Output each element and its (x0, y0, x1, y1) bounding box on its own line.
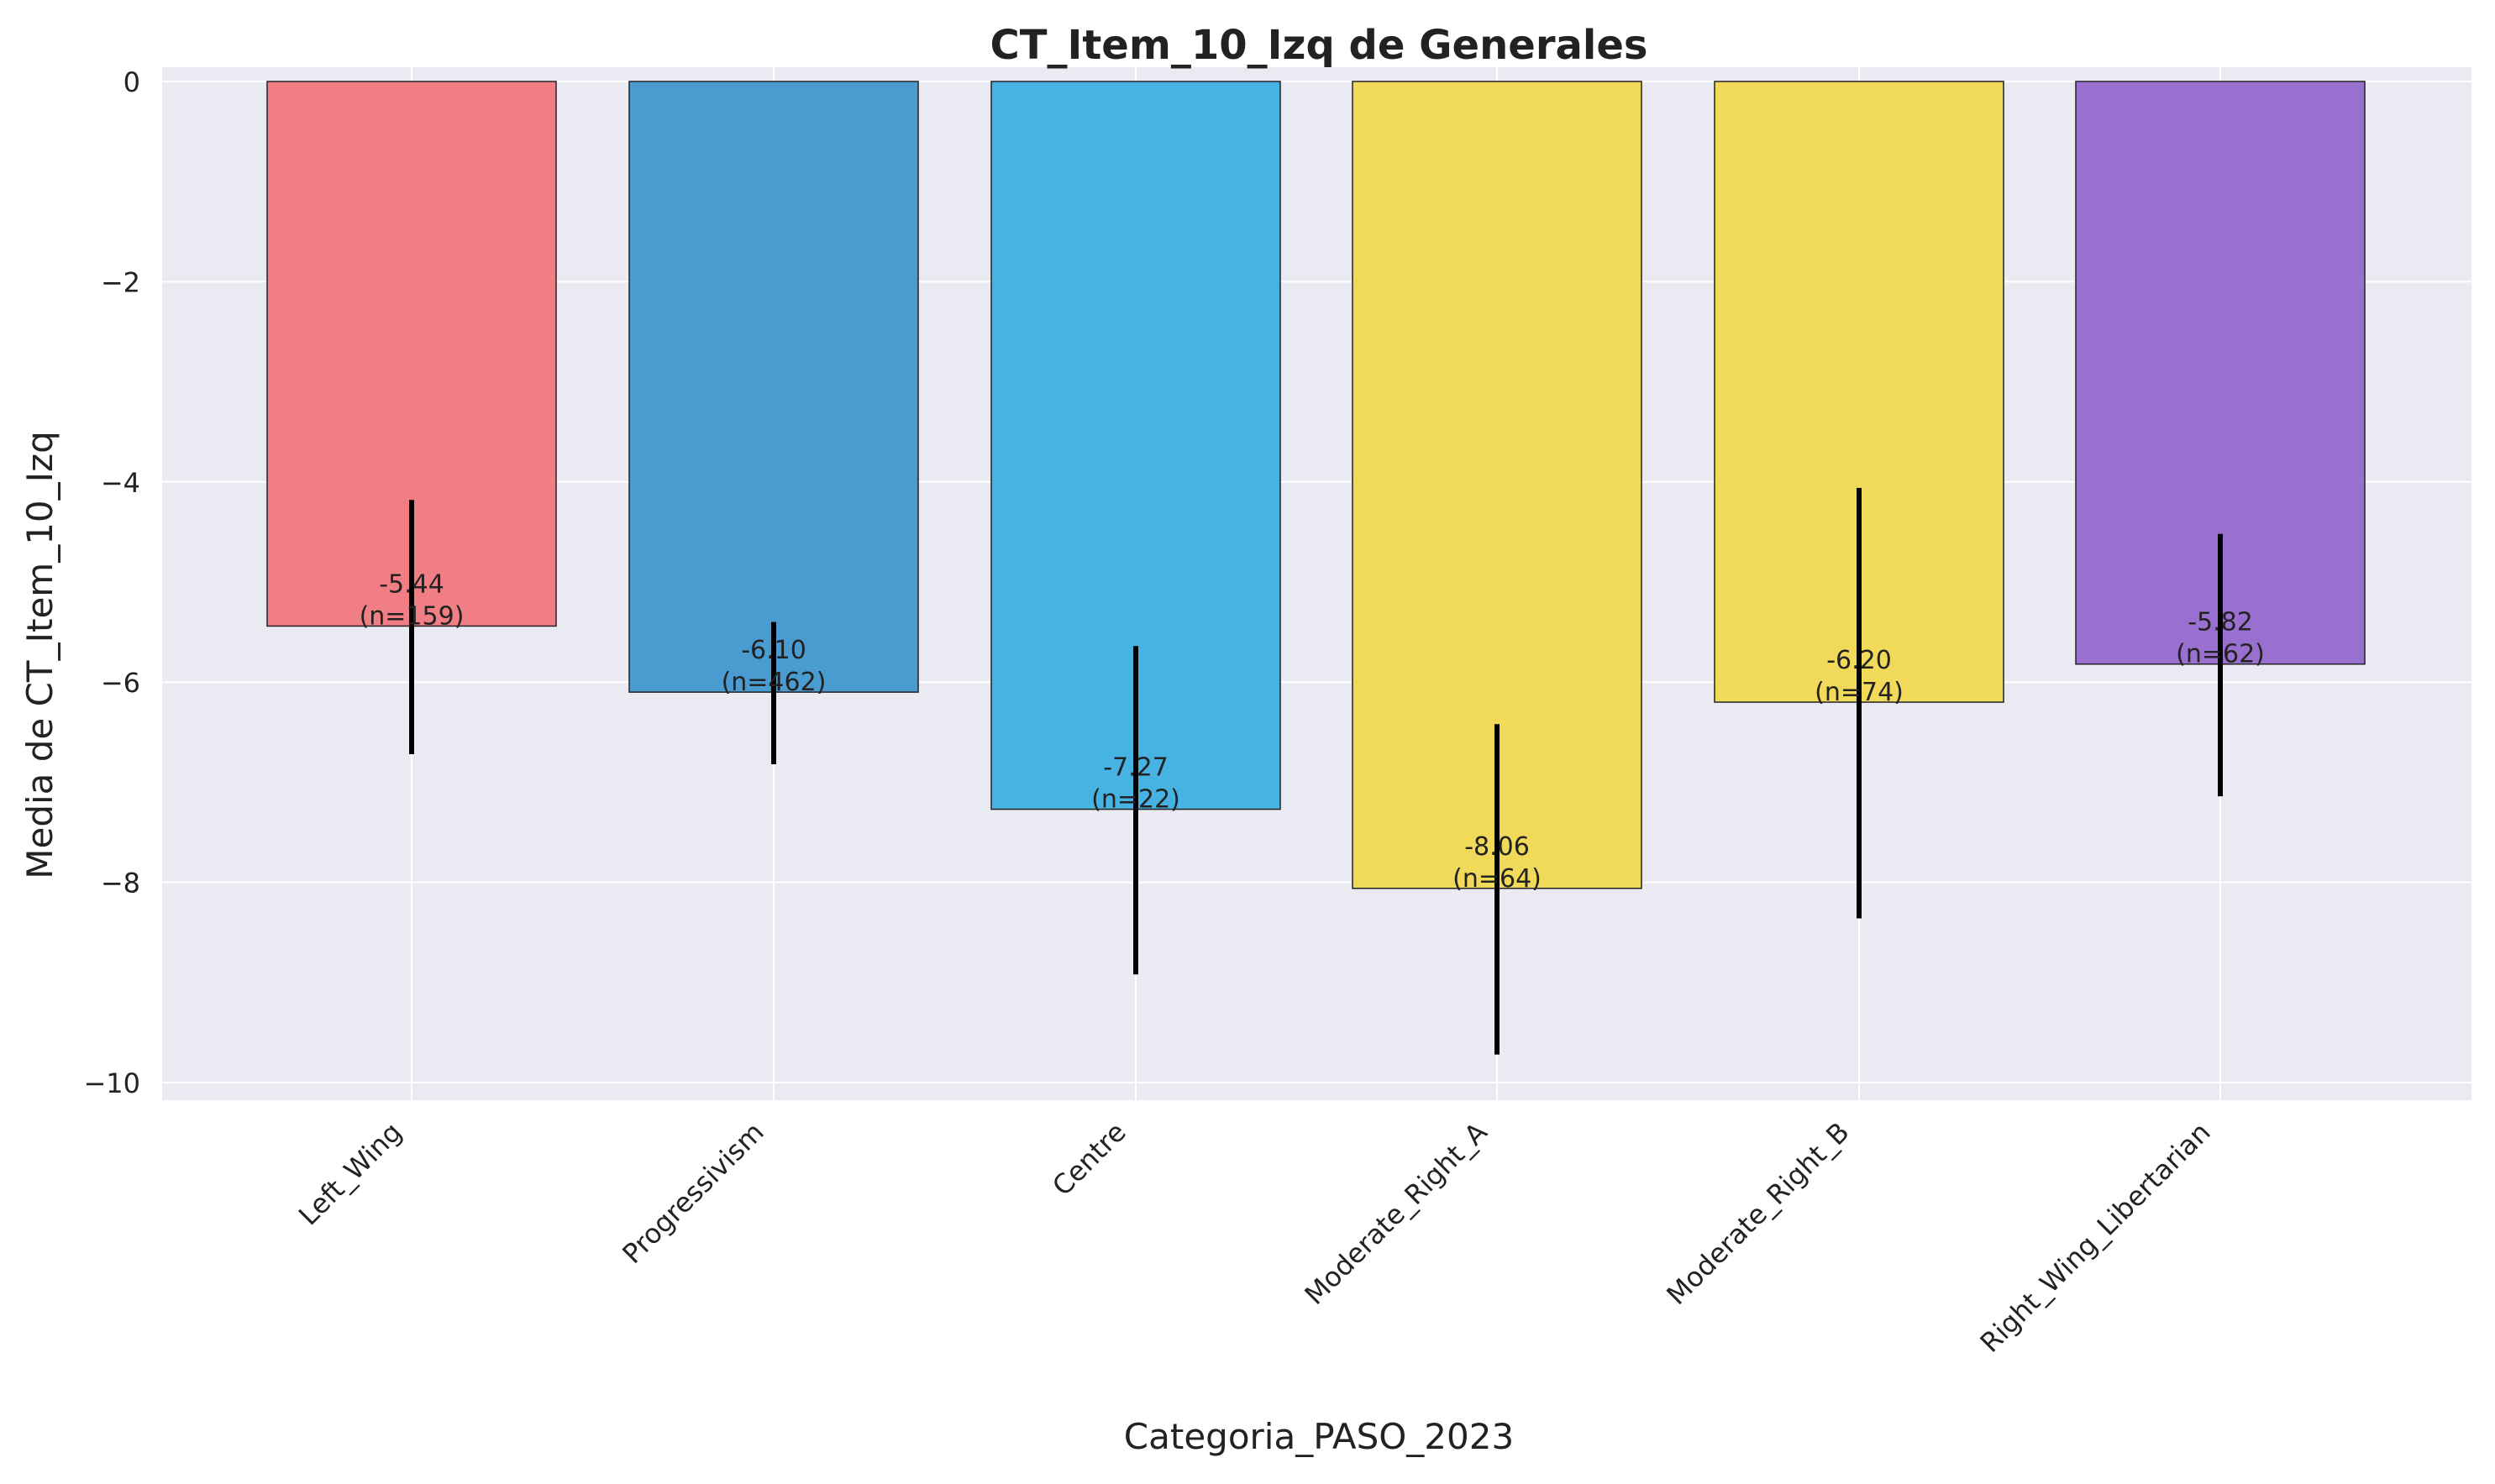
x-axis-label: Categoria_PASO_2023 (1124, 1416, 1514, 1457)
bar-n-label: (n=62) (2176, 640, 2265, 669)
x-tick-label: Moderate_Right_A (1298, 1116, 1493, 1311)
bar-value-label: -6.10 (741, 636, 806, 665)
bar-n-label: (n=159) (360, 601, 465, 631)
x-tick-label: Moderate_Right_B (1660, 1116, 1855, 1311)
x-tick-label: Left_Wing (292, 1116, 408, 1232)
y-axis-label: Media de CT_Item_10_Izq (19, 431, 60, 878)
bar-labels: -5.44(n=159) -6.10 (n=462) -7.27(n=22) -8.06… (360, 569, 2265, 893)
bar-value-label: -7.27 (1103, 753, 1169, 783)
bars (266, 81, 2366, 889)
chart-title: CT_Item_10_Izq de Generales (990, 22, 1648, 69)
x-tick-label: Progressivism (616, 1116, 770, 1270)
error-bars (409, 487, 2223, 1055)
y-tick-label: −6 (101, 667, 140, 699)
y-ticks: 0 −2 −4 −6 −8 −10 (83, 66, 140, 1099)
y-tick-label: −4 (101, 467, 140, 499)
bar-value-label: -8.06 (1464, 832, 1530, 862)
x-ticks: Left_Wing Progressivism Centre Moderate_Rig… (292, 1116, 2217, 1359)
y-tick-label: 0 (123, 66, 140, 98)
bar-value-label: -5.44 (379, 569, 444, 599)
bar-n-label: (n=462) (722, 668, 827, 697)
bar-value-label: -6.20 (1826, 646, 1892, 675)
y-tick-label: −10 (83, 1067, 140, 1099)
y-tick-label: −8 (101, 868, 140, 899)
x-tick-label: Centre (1046, 1116, 1132, 1203)
bar-progressivism (628, 81, 919, 693)
bar-value-label: -5.82 (2188, 608, 2253, 637)
bar-n-label: (n=64) (1452, 864, 1542, 894)
x-tick-label: Right_Wing_Libertarian (1974, 1116, 2217, 1359)
bar-n-label: (n=22) (1091, 785, 1180, 815)
bar-n-label: (n=74) (1815, 678, 1904, 707)
y-tick-label: −2 (101, 266, 140, 298)
